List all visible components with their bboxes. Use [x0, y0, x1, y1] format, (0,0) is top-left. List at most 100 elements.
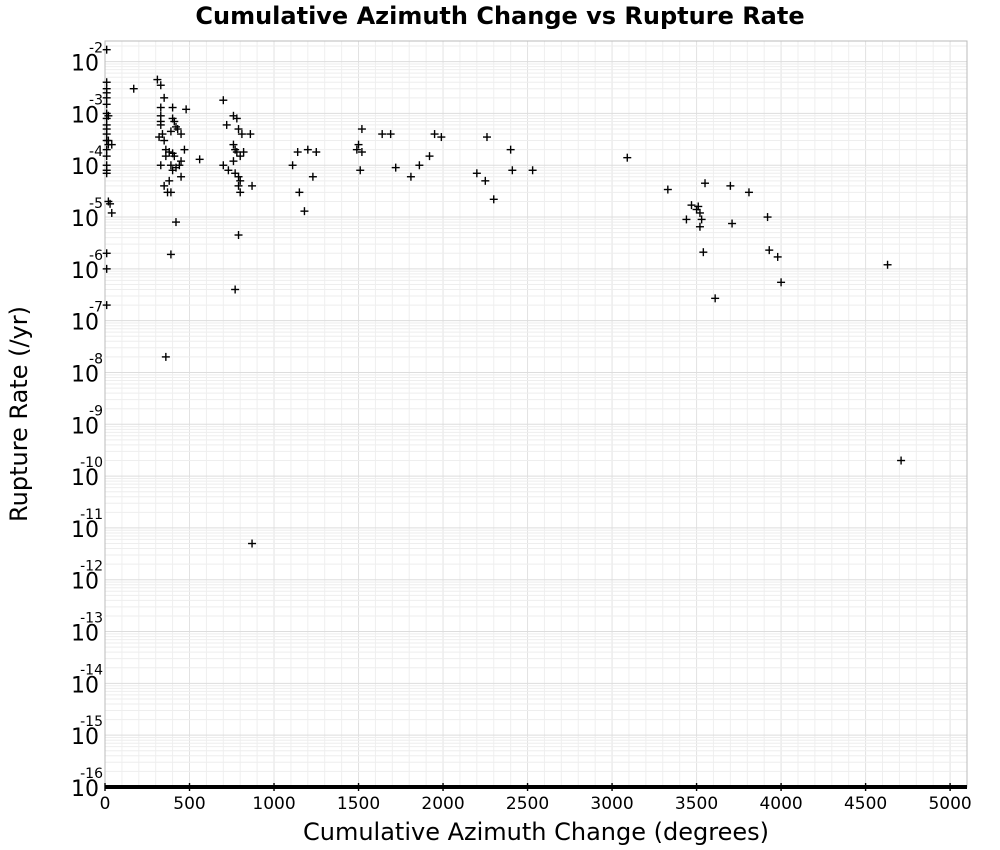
- data-point: [224, 166, 233, 175]
- data-point: [248, 181, 257, 190]
- x-tick-label: 0: [100, 794, 111, 814]
- data-point: [711, 294, 720, 303]
- data-point: [682, 215, 691, 224]
- x-tick-label: 5000: [928, 794, 971, 814]
- data-point: [102, 45, 111, 54]
- data-point: [177, 172, 186, 181]
- data-point: [234, 181, 243, 190]
- data-point: [415, 161, 424, 170]
- data-point: [106, 199, 115, 208]
- y-tick-label: 10: [71, 725, 99, 750]
- data-point: [160, 136, 169, 145]
- data-point: [744, 188, 753, 197]
- data-point: [699, 248, 708, 257]
- data-point: [883, 260, 892, 269]
- data-point: [182, 105, 191, 114]
- y-tick-exponent: -6: [89, 248, 103, 264]
- y-tick-exponent: -2: [89, 41, 103, 57]
- data-point: [102, 264, 111, 273]
- data-point: [166, 188, 175, 197]
- y-tick-label: 10: [71, 466, 99, 491]
- data-point: [695, 208, 704, 217]
- data-point: [701, 179, 710, 188]
- data-point: [180, 145, 189, 154]
- data-point: [156, 161, 165, 170]
- data-point: [129, 84, 138, 93]
- data-point: [300, 207, 309, 216]
- data-point: [236, 152, 245, 161]
- y-tick-label: 10: [71, 777, 99, 802]
- y-tick-label: 10: [71, 673, 99, 698]
- y-axis-label: Rupture Rate (/yr): [5, 306, 33, 522]
- data-point: [102, 249, 111, 258]
- y-tick-label: 10: [71, 103, 99, 128]
- data-point: [153, 75, 162, 84]
- y-tick-exponent: -7: [89, 300, 103, 316]
- data-point: [357, 125, 366, 134]
- y-tick-label: 10: [71, 155, 99, 180]
- y-tick-label: 10: [71, 52, 99, 77]
- data-point: [391, 163, 400, 172]
- data-point: [406, 172, 415, 181]
- data-point: [663, 185, 672, 194]
- data-point: [102, 152, 111, 161]
- x-tick-label: 1500: [337, 794, 380, 814]
- x-tick-label: 4500: [844, 794, 887, 814]
- data-point: [173, 125, 182, 134]
- data-point: [160, 181, 169, 190]
- data-point: [229, 157, 238, 166]
- data-point: [623, 153, 632, 162]
- data-point: [156, 120, 165, 129]
- data-point: [308, 172, 317, 181]
- data-point: [222, 120, 231, 129]
- data-point: [246, 130, 255, 139]
- data-point: [354, 140, 363, 149]
- data-point: [170, 117, 179, 126]
- data-point: [430, 130, 439, 139]
- data-point: [773, 252, 782, 261]
- y-tick-exponent: -5: [89, 196, 103, 212]
- data-point: [728, 219, 737, 228]
- x-tick-label: 500: [173, 794, 205, 814]
- y-tick-label: 10: [71, 622, 99, 647]
- y-tick-exponent: -15: [80, 714, 103, 730]
- y-tick-exponent: -9: [89, 403, 103, 419]
- y-tick-label: 10: [71, 311, 99, 336]
- data-point: [236, 188, 245, 197]
- data-point: [166, 250, 175, 259]
- data-point: [175, 161, 184, 170]
- data-point: [232, 114, 241, 123]
- data-point: [166, 127, 175, 136]
- data-point: [165, 176, 174, 185]
- data-point: [161, 152, 170, 161]
- data-point: [777, 278, 786, 287]
- y-tick-label: 10: [71, 414, 99, 439]
- y-tick-exponent: -14: [80, 662, 103, 678]
- x-tick-label: 2500: [506, 794, 549, 814]
- floor-point-band: [105, 785, 967, 789]
- data-point: [161, 352, 170, 361]
- data-point: [528, 166, 537, 175]
- data-point: [352, 145, 361, 154]
- data-points: [102, 45, 967, 791]
- data-point: [437, 133, 446, 142]
- x-tick-label: 3500: [675, 794, 718, 814]
- data-point: [232, 148, 241, 157]
- y-tick-exponent: -3: [89, 92, 103, 108]
- data-point: [102, 169, 111, 178]
- y-tick-label: 10: [71, 259, 99, 284]
- data-point: [234, 125, 243, 134]
- y-tick-exponent: -12: [80, 559, 103, 575]
- data-point: [177, 130, 186, 139]
- plot-frame: [104, 40, 968, 788]
- data-point: [763, 213, 772, 222]
- data-point: [168, 166, 177, 175]
- data-point: [156, 81, 165, 90]
- data-point: [697, 215, 706, 224]
- data-point: [170, 152, 179, 161]
- y-tick-exponent: -11: [80, 507, 103, 523]
- data-point: [104, 136, 113, 145]
- data-point: [378, 130, 387, 139]
- data-point: [312, 148, 321, 157]
- data-point: [104, 111, 113, 120]
